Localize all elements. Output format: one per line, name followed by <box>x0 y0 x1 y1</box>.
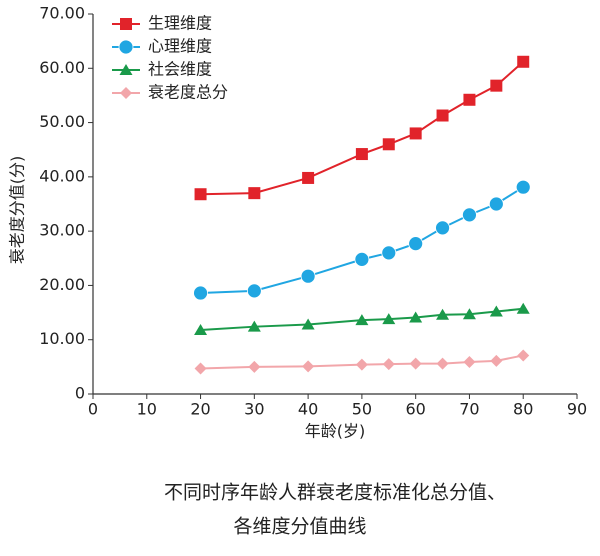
data-point <box>194 323 208 335</box>
data-point <box>354 251 370 267</box>
data-point <box>300 268 316 284</box>
legend-label: 心理维度 <box>148 37 212 56</box>
legend-label: 生理维度 <box>148 14 212 33</box>
x-tick-label: 40 <box>298 400 318 419</box>
x-tick-label: 90 <box>567 400 587 419</box>
caption: 不同时序年龄人群衰老度标准化总分值、 <box>164 482 506 504</box>
data-point <box>462 308 476 320</box>
data-point <box>490 354 503 367</box>
data-point <box>409 127 422 140</box>
data-point <box>246 283 262 299</box>
series-line <box>200 307 524 331</box>
x-tick-label: 70 <box>459 400 479 419</box>
legend-marker <box>118 39 134 55</box>
legend-label: 社会维度 <box>148 60 212 79</box>
data-point <box>381 245 397 261</box>
x-tick-label: 50 <box>352 400 372 419</box>
data-point <box>409 357 422 370</box>
legend-marker <box>120 87 132 99</box>
data-point <box>355 358 368 371</box>
data-point <box>490 79 503 92</box>
data-point <box>194 362 207 375</box>
x-tick-label: 80 <box>513 400 533 419</box>
data-point <box>355 314 369 326</box>
data-point <box>516 302 530 314</box>
data-point <box>462 207 477 223</box>
data-point <box>489 305 503 317</box>
data-point <box>193 285 208 301</box>
series-line <box>200 354 524 370</box>
data-point <box>436 357 449 370</box>
x-tick-label: 0 <box>88 400 98 419</box>
caption: 各维度分值曲线 <box>233 516 366 538</box>
y-tick-label: 50.00 <box>39 112 85 131</box>
data-point <box>382 358 395 371</box>
data-point <box>248 360 261 373</box>
legend-marker <box>119 64 133 75</box>
data-point <box>488 196 504 212</box>
data-point <box>436 109 449 122</box>
data-point <box>302 360 315 373</box>
data-point <box>355 148 368 161</box>
data-point <box>409 311 423 323</box>
x-tick-label: 30 <box>244 400 264 419</box>
data-point <box>463 355 476 368</box>
legend-label: 衰老度总分 <box>148 83 228 102</box>
data-point <box>301 318 315 330</box>
data-point <box>515 179 531 195</box>
data-point <box>247 320 261 332</box>
y-tick-label: 30.00 <box>39 221 85 240</box>
data-point <box>517 349 530 362</box>
data-point <box>382 313 396 325</box>
data-point <box>248 187 261 200</box>
data-point <box>436 308 450 320</box>
data-point <box>302 171 315 184</box>
x-tick-label: 60 <box>405 400 425 419</box>
y-tick-label: 10.00 <box>39 329 85 348</box>
x-tick-label: 10 <box>137 400 157 419</box>
data-point <box>194 188 207 201</box>
data-point <box>408 236 424 252</box>
data-point <box>517 55 530 68</box>
y-tick-label: 20.00 <box>39 275 85 294</box>
legend-marker <box>120 18 132 30</box>
y-tick-label: 60.00 <box>39 58 85 77</box>
x-axis-label: 年龄(岁) <box>305 422 366 441</box>
y-tick-label: 70.00 <box>39 4 85 23</box>
y-axis-label: 衰老度分值(分) <box>8 156 27 265</box>
y-tick-label: 0 <box>75 384 85 403</box>
series-line <box>200 61 524 196</box>
y-tick-label: 40.00 <box>39 166 85 185</box>
series-line <box>200 186 524 295</box>
data-point <box>382 138 395 151</box>
data-point <box>463 93 476 106</box>
x-tick-label: 20 <box>190 400 210 419</box>
data-point <box>435 220 450 236</box>
